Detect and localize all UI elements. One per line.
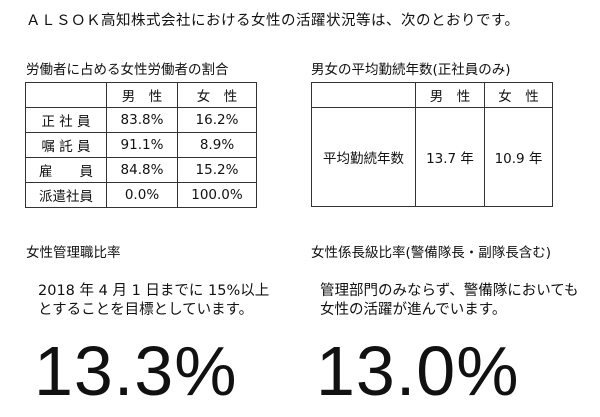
- female-value: 10.9 年: [484, 107, 553, 207]
- female-value: 100.0%: [177, 182, 257, 208]
- table-row: 正 社 員 83.8% 16.2%: [25, 107, 257, 133]
- header-male: 男 性: [415, 82, 485, 108]
- header-male: 男 性: [106, 82, 178, 108]
- tenure-section-title: 男女の平均勤続年数(正社員のみ): [311, 62, 511, 78]
- table-row: 派遣社員 0.0% 100.0%: [25, 182, 257, 208]
- ratio-table-header: 男 性 女 性: [25, 82, 257, 108]
- table-row: 雇 員 84.8% 15.2%: [25, 157, 257, 183]
- row-label: 雇 員: [25, 157, 107, 183]
- male-value: 91.1%: [106, 132, 178, 158]
- header-female: 女 性: [177, 82, 257, 108]
- table-row: 嘱 託 員 91.1% 8.9%: [25, 132, 257, 158]
- header-empty: [25, 82, 107, 108]
- female-value: 15.2%: [177, 157, 257, 183]
- row-label: 平均勤続年数: [311, 107, 416, 207]
- ratio-section-title: 労働者に占める女性労働者の割合: [26, 62, 229, 78]
- chief-note-line1: 管理部門のみならず、警備隊においても: [320, 283, 579, 299]
- manager-ratio-value: 13.3%: [34, 332, 238, 410]
- row-label: 正 社 員: [25, 107, 107, 133]
- male-value: 84.8%: [106, 157, 178, 183]
- tenure-table-header: 男 性 女 性: [311, 82, 553, 108]
- intro-text: ＡＬＳＯＫ高知株式会社における女性の活躍状況等は、次のとおりです。: [26, 13, 520, 29]
- male-value: 0.0%: [106, 182, 178, 208]
- ratio-table: 男 性 女 性 正 社 員 83.8% 16.2% 嘱 託 員 91.1% 8.…: [25, 82, 257, 208]
- male-value: 13.7 年: [415, 107, 485, 207]
- header-empty: [311, 82, 416, 108]
- tenure-table: 男 性 女 性 平均勤続年数 13.7 年 10.9 年: [311, 82, 553, 207]
- female-value: 16.2%: [177, 107, 257, 133]
- male-value: 83.8%: [106, 107, 178, 133]
- table-row: 平均勤続年数 13.7 年 10.9 年: [311, 107, 553, 207]
- chief-note-line2: 女性の活躍が進んでいます。: [320, 302, 507, 318]
- header-female: 女 性: [484, 82, 553, 108]
- row-label: 派遣社員: [25, 182, 107, 208]
- chief-ratio-value: 13.0%: [316, 332, 520, 410]
- manager-note-line1: 2018 年 4 月 1 日までに 15%以上: [38, 283, 270, 299]
- chief-section-title: 女性係長級比率(警備隊長・副隊長含む): [311, 245, 552, 261]
- manager-note-line2: とすることを目標としています。: [38, 302, 254, 318]
- female-value: 8.9%: [177, 132, 257, 158]
- row-label: 嘱 託 員: [25, 132, 107, 158]
- manager-section-title: 女性管理職比率: [26, 245, 121, 261]
